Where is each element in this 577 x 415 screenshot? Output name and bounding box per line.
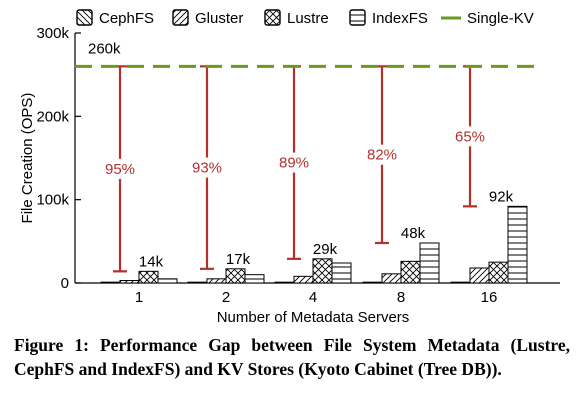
legend-swatch-cephfs	[76, 9, 93, 26]
x-tick-label-8: 8	[397, 289, 405, 306]
legend-label-cephfs: CephFS	[99, 10, 154, 27]
single-kv-value-label: 260k	[88, 40, 121, 57]
legend-label-single-kv: Single-KV	[467, 10, 534, 27]
legend-item-gluster: Gluster	[172, 9, 243, 27]
data-label-8: 48k	[401, 225, 426, 242]
x-axis-title: Number of Metadata Servers	[217, 309, 410, 326]
gap-label-bg-1	[102, 158, 138, 179]
gap-label-2: 93%	[192, 160, 222, 177]
data-label-16: 92k	[489, 188, 514, 205]
gap-label-4: 89%	[279, 155, 309, 172]
x-tick-label-1: 1	[135, 289, 143, 306]
bar-indexfs-16	[507, 205, 528, 284]
legend-swatch-lustre	[264, 9, 281, 26]
file-creation-chart: CephFS Gluster Lustre IndexFS Single-KV …	[19, 9, 560, 326]
bar-lustre-8	[400, 260, 421, 284]
x-ticks: 1 2 4 8 16	[135, 289, 498, 306]
legend-item-cephfs: CephFS	[76, 9, 154, 27]
bar-lustre-2	[225, 268, 246, 284]
y-tick-label-300k: 300k	[36, 25, 69, 42]
legend-label-lustre: Lustre	[287, 10, 329, 27]
y-tick-label-0: 0	[61, 275, 69, 292]
bar-indexfs-4	[331, 262, 352, 284]
x-tick-label-4: 4	[309, 289, 317, 306]
legend: CephFS Gluster Lustre IndexFS Single-KV	[76, 9, 534, 27]
bar-cephfs-2	[187, 281, 208, 284]
y-ticks: 0 100k 200k 300k	[36, 25, 81, 292]
gap-label-bg-8	[364, 144, 400, 165]
bar-lustre-16	[488, 261, 509, 284]
y-tick-label-100k: 100k	[36, 192, 69, 209]
gap-label-bg-16	[452, 126, 488, 147]
x-tick-label-16: 16	[481, 289, 498, 306]
x-tick-label-2: 2	[222, 289, 230, 306]
bar-cephfs-1	[100, 281, 121, 284]
legend-swatch-gluster	[172, 9, 189, 26]
data-label-4: 29k	[313, 241, 338, 258]
bar-gluster-2	[206, 278, 227, 284]
data-label-1: 14k	[139, 253, 164, 270]
gap-annotations: 95% 93% 89% 82% 65%	[102, 65, 488, 273]
bar-gluster-16	[469, 267, 490, 284]
gap-label-1: 95%	[105, 161, 135, 178]
bar-lustre-4	[312, 258, 333, 284]
bar-lustre-1	[138, 270, 159, 284]
gap-label-bg-4	[276, 152, 312, 173]
bar-gluster-4	[293, 275, 314, 284]
bars-layer	[100, 205, 528, 284]
bar-gluster-1	[119, 280, 140, 284]
data-label-2: 17k	[226, 251, 251, 268]
legend-item-lustre: Lustre	[264, 9, 329, 27]
legend-item-indexfs: IndexFS	[349, 9, 428, 27]
bar-cephfs-16	[450, 281, 471, 284]
y-axis-title: File Creation (OPS)	[19, 93, 36, 224]
legend-swatch-indexfs	[349, 9, 366, 26]
legend-label-indexfs: IndexFS	[372, 10, 428, 27]
gap-label-8: 82%	[367, 147, 397, 164]
bar-indexfs-2	[244, 274, 265, 284]
gap-label-16: 65%	[455, 128, 485, 145]
bar-cephfs-4	[274, 281, 295, 284]
bar-cephfs-8	[362, 281, 383, 284]
bar-gluster-8	[381, 273, 402, 284]
gap-label-bg-2	[189, 157, 225, 178]
data-labels: 14k 17k 29k 48k 92k	[139, 188, 514, 270]
bar-indexfs-1	[157, 278, 178, 284]
y-tick-label-200k: 200k	[36, 108, 69, 125]
bar-indexfs-8	[419, 242, 440, 284]
legend-label-gluster: Gluster	[195, 10, 243, 27]
legend-item-single-kv: Single-KV	[441, 10, 534, 27]
figure-caption: Figure 1: Performance Gap between File S…	[14, 335, 570, 379]
